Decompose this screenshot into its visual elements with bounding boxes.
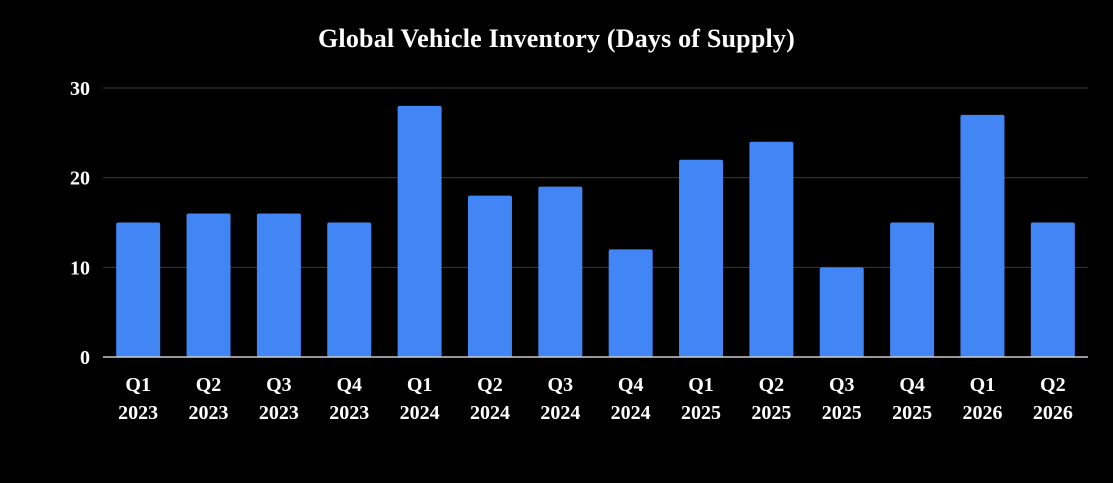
- x-tick-label: Q2: [477, 374, 503, 396]
- x-tick-label: 2025: [681, 402, 721, 424]
- x-tick-label: Q1: [125, 374, 151, 396]
- x-tick-label: 2025: [892, 402, 932, 424]
- x-tick-label: Q2: [1040, 374, 1066, 396]
- tick-labels: 0 10 20 30 Q1 2023 Q2 2023 Q3 2023 Q4 2023 Q1 2024 Q2 2…: [70, 78, 1073, 424]
- x-tick-label: 2023: [189, 402, 229, 424]
- x-tick-label: Q3: [829, 374, 855, 396]
- x-tick-label: Q1: [970, 374, 996, 396]
- chart-title: Global Vehicle Inventory (Days of Supply…: [318, 24, 795, 53]
- x-tick-label: 2024: [400, 402, 440, 424]
- gridlines: [103, 87, 1088, 268]
- x-tick-label: 2025: [822, 402, 862, 424]
- bar: [749, 141, 794, 357]
- x-tick-label: 2024: [540, 402, 580, 424]
- x-tick-label: Q3: [266, 374, 292, 396]
- bar: [397, 105, 442, 357]
- x-tick-label: 2026: [1033, 402, 1073, 424]
- x-tick-label: 2025: [751, 402, 791, 424]
- x-tick-label: Q4: [618, 374, 644, 396]
- x-tick-label: 2023: [329, 402, 369, 424]
- y-tick-label: 10: [70, 257, 90, 279]
- bar: [116, 222, 161, 357]
- bar: [538, 186, 583, 357]
- bar: [186, 213, 231, 357]
- bar: [679, 159, 724, 357]
- x-tick-label: 2023: [259, 402, 299, 424]
- bars: [116, 105, 1075, 358]
- bar: [1030, 222, 1075, 357]
- bar: [819, 267, 864, 357]
- x-tick-label: Q4: [336, 374, 362, 396]
- bar: [467, 195, 512, 357]
- bar: [608, 249, 653, 357]
- x-tick-label: 2023: [118, 402, 158, 424]
- x-tick-label: Q1: [407, 374, 433, 396]
- bar: [960, 114, 1005, 358]
- x-tick-label: 2024: [470, 402, 510, 424]
- x-tick-label: Q1: [688, 374, 714, 396]
- y-tick-label: 30: [70, 78, 90, 100]
- x-tick-label: 2024: [611, 402, 651, 424]
- y-tick-label: 0: [80, 347, 90, 369]
- x-tick-label: Q4: [899, 374, 925, 396]
- y-tick-label: 20: [70, 168, 90, 190]
- x-tick-label: Q2: [759, 374, 785, 396]
- bar: [327, 222, 372, 357]
- bar: [256, 213, 301, 357]
- x-tick-label: 2026: [962, 402, 1002, 424]
- bar: [890, 222, 935, 357]
- x-tick-label: Q2: [196, 374, 222, 396]
- x-tick-label: Q3: [548, 374, 574, 396]
